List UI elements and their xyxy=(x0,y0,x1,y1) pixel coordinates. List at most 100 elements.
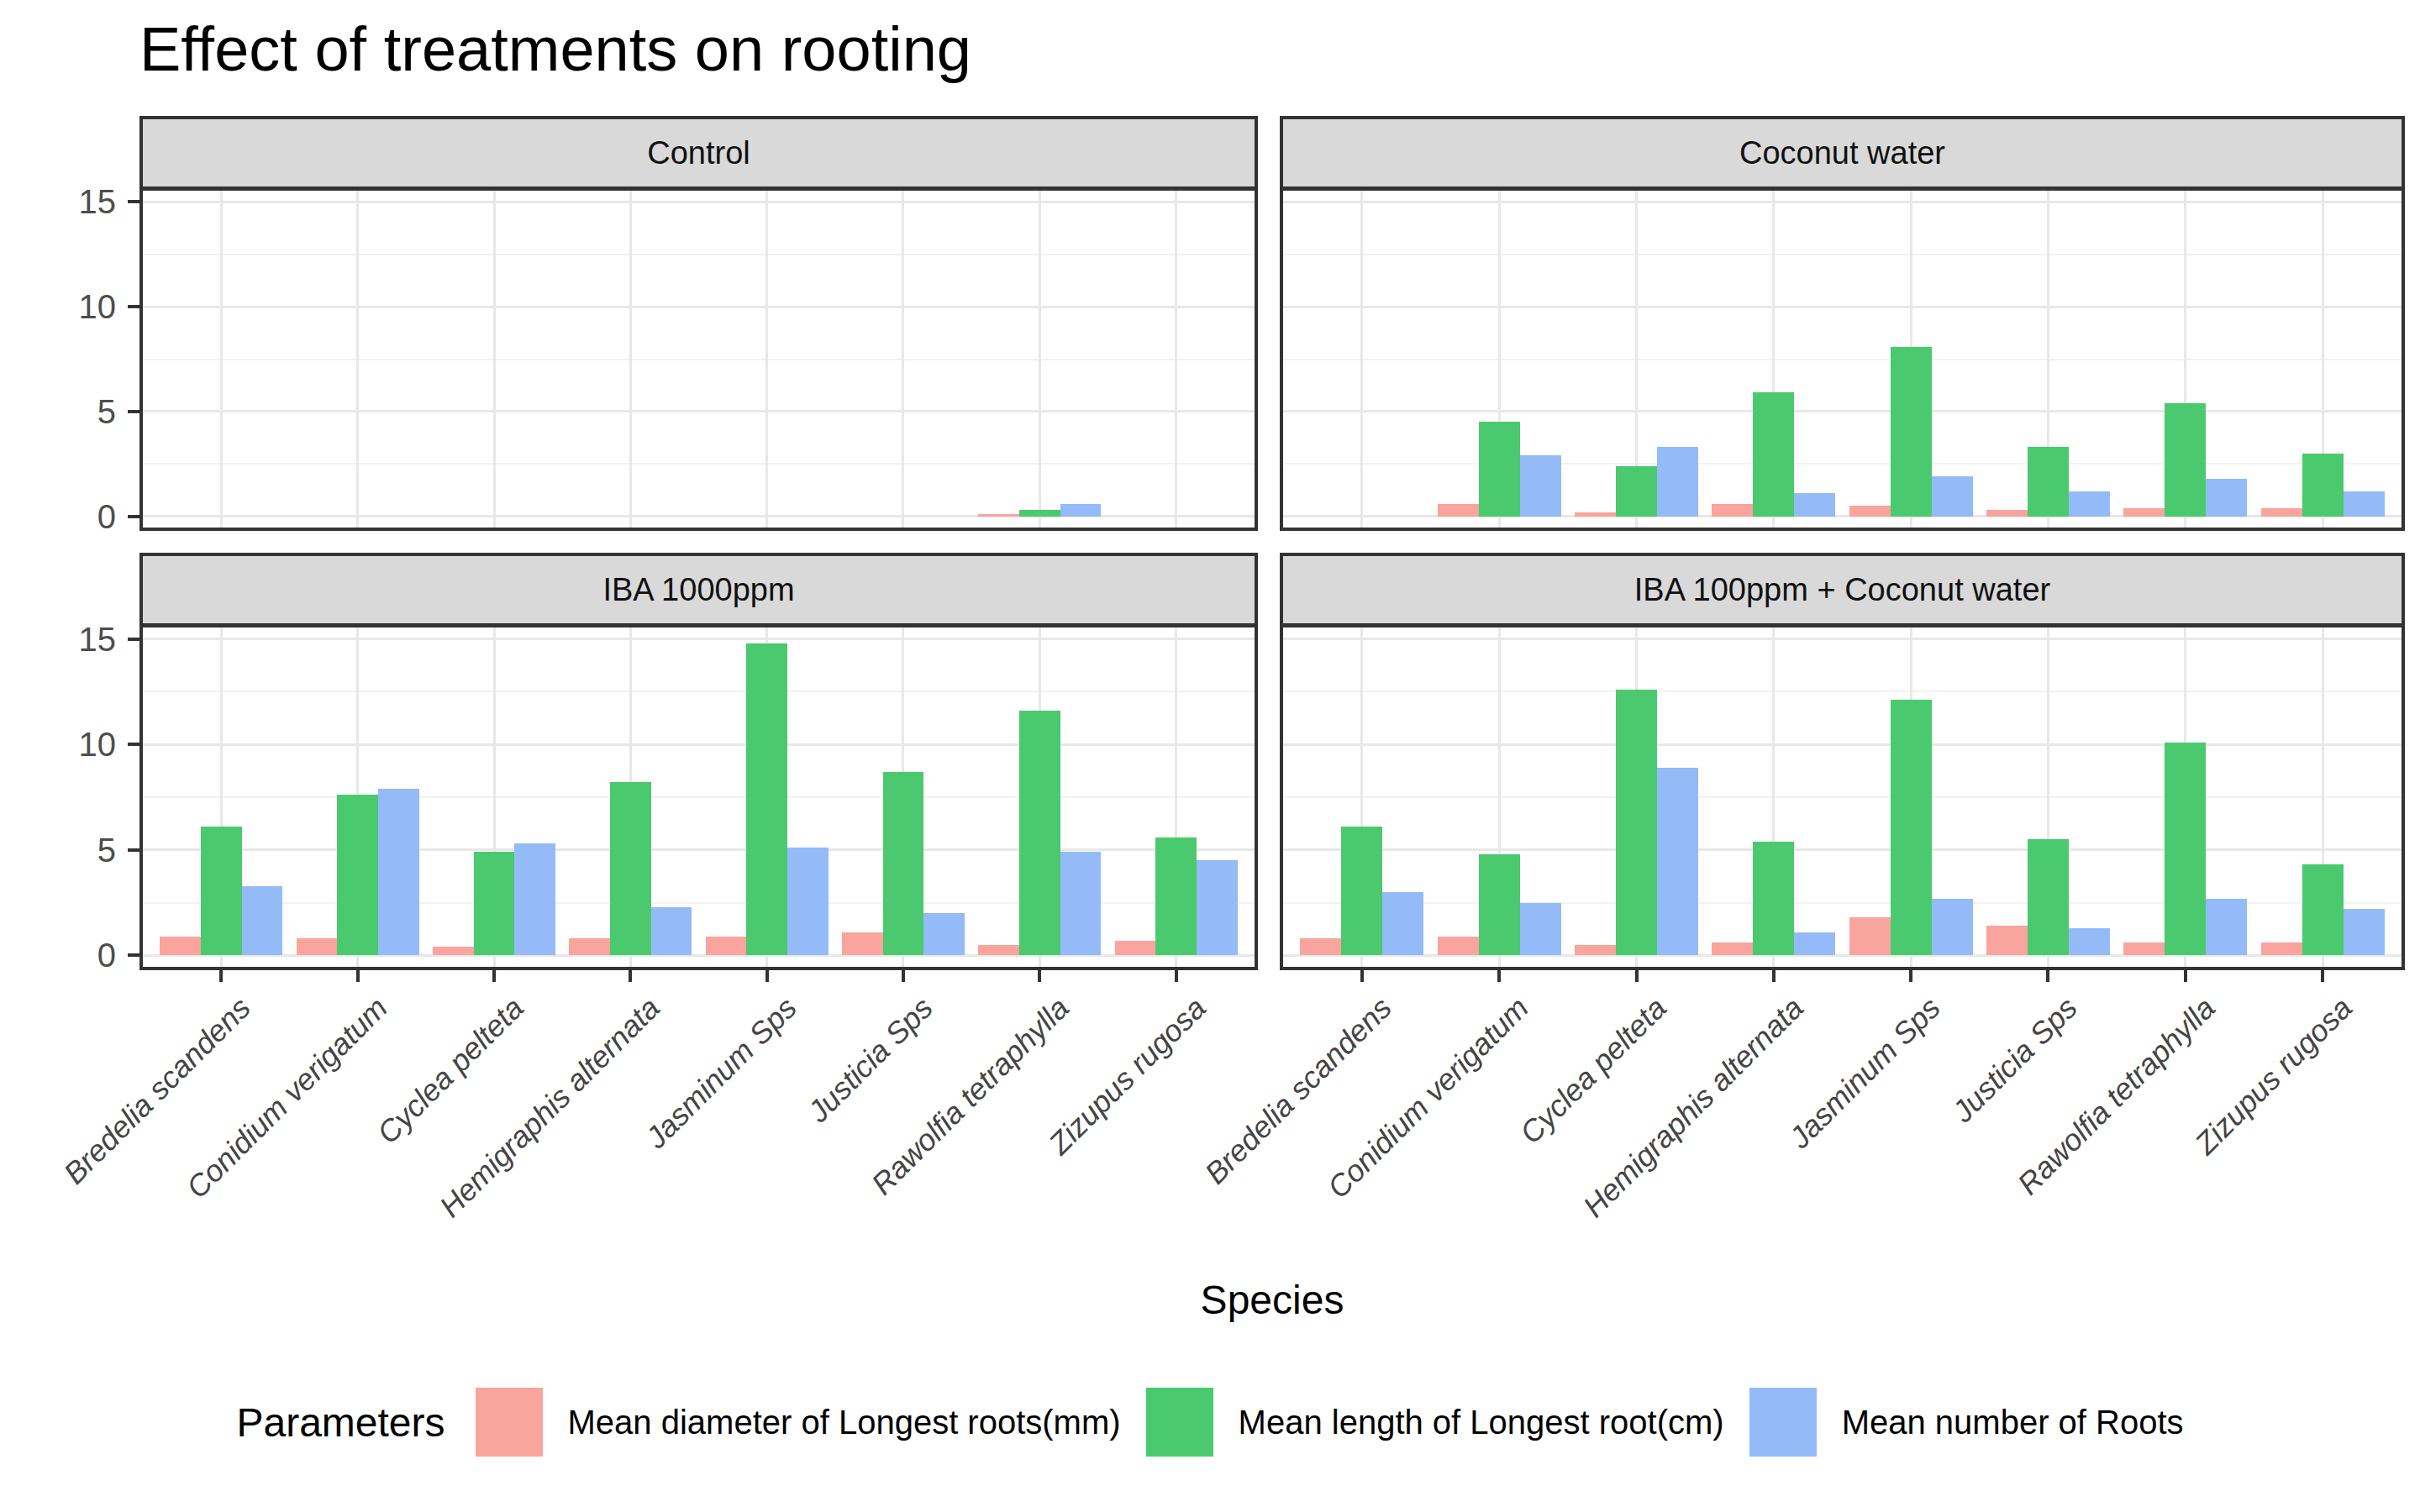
bar-Mean number of Roots-Jasminum Sps xyxy=(1932,476,1973,516)
bar-Mean length of Longest root(cm)-Hemigraphis alternata xyxy=(610,782,651,955)
bar-Mean diameter of Longest roots(mm)-Zizupus rugosa xyxy=(2261,508,2302,517)
bar-Mean number of Roots-Conidium verigatum xyxy=(1520,455,1561,516)
bar-Mean length of Longest root(cm)-Cyclea pelteta xyxy=(1616,690,1657,956)
bar-Mean diameter of Longest roots(mm)-Rawolfia tetraphylla xyxy=(978,945,1019,956)
y-tick-mark xyxy=(128,200,139,203)
bar-Mean number of Roots-Cyclea pelteta xyxy=(1657,447,1698,516)
bar-Mean diameter of Longest roots(mm)-Jasminum Sps xyxy=(706,937,747,956)
gridline-horizontal-major xyxy=(139,410,1258,412)
bar-Mean number of Roots-Rawolfia tetraphylla xyxy=(2206,899,2247,956)
bar-Mean number of Roots-Zizupus rugosa xyxy=(2344,491,2385,517)
gridline-vertical-major xyxy=(1039,187,1041,531)
gridline-horizontal-minor xyxy=(139,796,1258,798)
legend-item: Mean length of Longest root(cm) xyxy=(1146,1388,1724,1457)
bar-Mean diameter of Longest roots(mm)-Conidium verigatum xyxy=(1438,504,1479,517)
bar-Mean length of Longest root(cm)-Zizupus rugosa xyxy=(2302,454,2344,517)
x-tick-mark xyxy=(765,970,769,982)
x-tick-mark xyxy=(356,970,360,982)
legend: Parameters Mean diameter of Longest root… xyxy=(0,1388,2420,1457)
bar-Mean length of Longest root(cm)-Cyclea pelteta xyxy=(1616,466,1657,517)
x-axis-label: Hemigraphis alternata xyxy=(433,990,667,1225)
bar-Mean diameter of Longest roots(mm)-Cyclea pelteta xyxy=(1575,512,1616,517)
facet-strip-label: IBA 1000ppm xyxy=(602,572,794,608)
bar-Mean number of Roots-Bredelia scandens xyxy=(242,886,283,956)
bar-Mean length of Longest root(cm)-Zizupus rugosa xyxy=(2302,864,2344,955)
legend-item: Mean diameter of Longest roots(mm) xyxy=(476,1388,1121,1457)
x-tick-mark xyxy=(1909,970,1912,982)
bar-Mean length of Longest root(cm)-Hemigraphis alternata xyxy=(1753,842,1794,956)
x-tick-mark xyxy=(1635,970,1639,982)
y-tick-mark xyxy=(128,743,139,746)
bar-Mean length of Longest root(cm)-Hemigraphis alternata xyxy=(1753,392,1794,516)
bar-Mean length of Longest root(cm)-Rawolfia tetraphylla xyxy=(1019,711,1060,955)
facet-strip: Control xyxy=(139,116,1258,190)
bar-Mean diameter of Longest roots(mm)-Conidium verigatum xyxy=(297,938,338,955)
gridline-horizontal-major xyxy=(1280,638,2405,640)
gridline-vertical-major xyxy=(902,187,904,531)
bar-Mean diameter of Longest roots(mm)-Rawolfia tetraphylla xyxy=(978,514,1019,516)
x-tick-mark xyxy=(1360,970,1364,982)
gridline-horizontal-major xyxy=(139,306,1258,308)
gridline-horizontal-major xyxy=(1280,306,2405,308)
legend-label: Mean number of Roots xyxy=(1842,1404,2184,1441)
gridline-horizontal-major xyxy=(139,743,1258,746)
legend-swatch-number xyxy=(1749,1388,1817,1457)
legend-swatch-length xyxy=(1146,1388,1213,1457)
x-tick-mark xyxy=(2184,970,2187,982)
bar-Mean diameter of Longest roots(mm)-Cyclea pelteta xyxy=(433,947,474,955)
legend-item: Mean number of Roots xyxy=(1749,1388,2184,1457)
legend-swatch-diameter xyxy=(476,1388,543,1457)
bar-Mean number of Roots-Justicia Sps xyxy=(923,913,965,955)
bar-Mean number of Roots-Rawolfia tetraphylla xyxy=(2206,479,2247,517)
gridline-vertical-major xyxy=(1360,187,1363,531)
bar-Mean number of Roots-Hemigraphis alternata xyxy=(1794,932,1835,956)
plot-panel xyxy=(139,624,1258,970)
gridline-horizontal-major xyxy=(1280,848,2405,851)
gridline-horizontal-minor xyxy=(1280,359,2405,360)
legend-title: Parameters xyxy=(236,1399,445,1446)
bar-Mean length of Longest root(cm)-Rawolfia tetraphylla xyxy=(1019,510,1060,516)
gridline-vertical-major xyxy=(629,187,632,531)
bar-Mean number of Roots-Cyclea pelteta xyxy=(514,843,555,955)
bar-Mean number of Roots-Hemigraphis alternata xyxy=(651,907,692,956)
chart-title: Effect of treatments on rooting xyxy=(139,13,971,85)
bar-Mean diameter of Longest roots(mm)-Hemigraphis alternata xyxy=(1712,504,1753,517)
y-tick-label: 10 xyxy=(40,727,116,761)
bar-Mean diameter of Longest roots(mm)-Justicia Sps xyxy=(842,932,883,956)
bar-Mean diameter of Longest roots(mm)-Conidium verigatum xyxy=(1438,937,1479,956)
gridline-vertical-major xyxy=(493,187,496,531)
bar-Mean number of Roots-Jasminum Sps xyxy=(787,848,829,955)
y-tick-label: 15 xyxy=(40,185,116,218)
facet-strip-label: Coconut water xyxy=(1739,135,1945,171)
y-tick-mark xyxy=(128,953,139,957)
facet-strip-label: Control xyxy=(647,135,750,171)
gridline-horizontal-major xyxy=(1280,201,2405,203)
gridline-horizontal-major xyxy=(139,201,1258,203)
x-tick-mark xyxy=(2321,970,2324,982)
x-tick-mark xyxy=(902,970,905,982)
bar-Mean length of Longest root(cm)-Justicia Sps xyxy=(883,772,924,956)
bar-Mean number of Roots-Cyclea pelteta xyxy=(1657,768,1698,956)
bar-Mean length of Longest root(cm)-Rawolfia tetraphylla xyxy=(2165,403,2206,517)
y-tick-label: 5 xyxy=(40,833,116,867)
bar-Mean diameter of Longest roots(mm)-Jasminum Sps xyxy=(1849,917,1891,955)
gridline-horizontal-minor xyxy=(139,463,1258,465)
x-axis-label: Justicia Sps xyxy=(801,990,940,1130)
y-tick-label: 0 xyxy=(40,938,116,972)
x-tick-mark xyxy=(2046,970,2049,982)
x-tick-mark xyxy=(1497,970,1501,982)
facet-strip: IBA 100ppm + Coconut water xyxy=(1280,553,2405,627)
gridline-horizontal-major xyxy=(139,848,1258,851)
legend-label: Mean length of Longest root(cm) xyxy=(1239,1404,1724,1441)
bar-Mean diameter of Longest roots(mm)-Hemigraphis alternata xyxy=(569,938,610,955)
bar-Mean diameter of Longest roots(mm)-Zizupus rugosa xyxy=(2261,942,2302,955)
gridline-vertical-major xyxy=(765,187,768,531)
y-tick-mark xyxy=(128,848,139,852)
bar-Mean diameter of Longest roots(mm)-Bredelia scandens xyxy=(160,937,201,956)
gridline-vertical-major xyxy=(220,187,223,531)
y-tick-label: 10 xyxy=(40,290,116,323)
gridline-horizontal-major xyxy=(139,638,1258,640)
plot-panel xyxy=(1280,187,2405,531)
plot-panel xyxy=(139,187,1258,531)
bar-Mean length of Longest root(cm)-Justicia Sps xyxy=(2028,447,2069,516)
